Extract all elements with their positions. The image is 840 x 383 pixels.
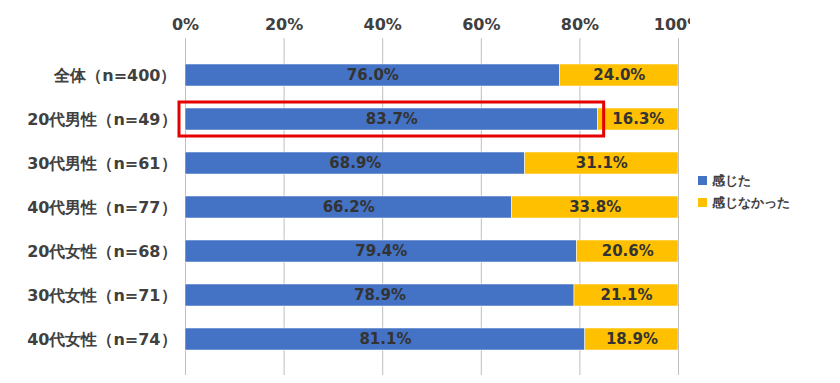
- svg-text:30代女性（n=71）: 30代女性（n=71）: [27, 286, 176, 305]
- svg-text:16.3%: 16.3%: [612, 110, 664, 128]
- html-text:感じた: 感じた: [712, 172, 751, 188]
- html-text:感じなかった: 感じなかった: [712, 194, 790, 210]
- svg-text:68.9%: 68.9%: [329, 154, 381, 172]
- svg-text:81.1%: 81.1%: [359, 330, 411, 348]
- svg-text:60%: 60%: [462, 15, 500, 34]
- svg-text:66.2%: 66.2%: [323, 198, 375, 216]
- svg-text:40代男性（n=77）: 40代男性（n=77）: [27, 198, 176, 217]
- svg-text:80%: 80%: [561, 15, 599, 34]
- svg-text:31.1%: 31.1%: [576, 154, 628, 172]
- svg-text:20%: 20%: [265, 15, 303, 34]
- svg-text:79.4%: 79.4%: [355, 242, 407, 260]
- svg-text:100%: 100%: [654, 15, 690, 34]
- svg-text:18.9%: 18.9%: [606, 330, 658, 348]
- svg-text:33.8%: 33.8%: [569, 198, 621, 216]
- svg-text:83.7%: 83.7%: [366, 110, 418, 128]
- svg-text:30代男性（n=61）: 30代男性（n=61）: [27, 154, 176, 173]
- svg-text:0%: 0%: [172, 15, 199, 34]
- svg-text:24.0%: 24.0%: [593, 66, 645, 84]
- svg-text:20.6%: 20.6%: [602, 242, 654, 260]
- svg-text:20代女性（n=68）: 20代女性（n=68）: [27, 242, 176, 261]
- svg-text:76.0%: 76.0%: [347, 66, 399, 84]
- svg-text:40代女性（n=74）: 40代女性（n=74）: [27, 330, 176, 349]
- svg-text:78.9%: 78.9%: [354, 286, 406, 304]
- svg-text:40%: 40%: [364, 15, 402, 34]
- svg-text:全体（n=400）: 全体（n=400）: [53, 66, 176, 85]
- svg-text:21.1%: 21.1%: [600, 286, 652, 304]
- svg-text:20代男性（n=49）: 20代男性（n=49）: [27, 110, 176, 129]
